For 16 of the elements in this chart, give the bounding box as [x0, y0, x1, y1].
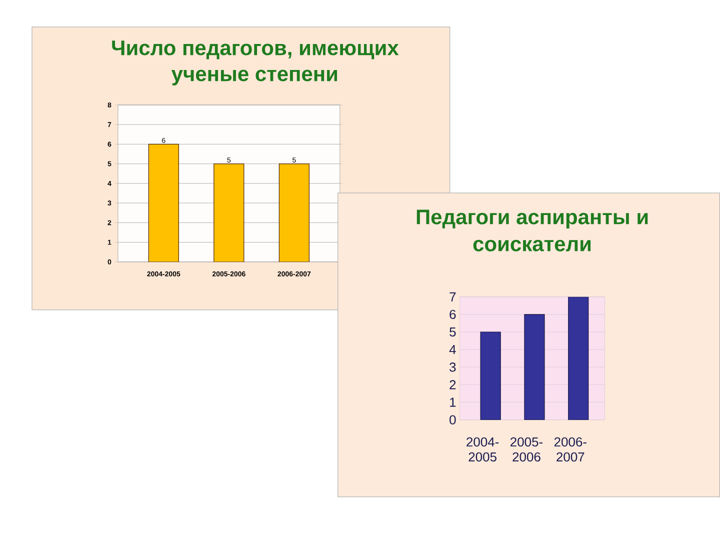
y-tick-label: 6: [450, 310, 456, 320]
y-tick-label: 5: [450, 328, 456, 337]
x-tick-label: 2004-2005: [466, 437, 499, 462]
bar: [568, 296, 589, 420]
y-tick-label: 3: [450, 362, 456, 372]
bar: [480, 332, 501, 420]
y-tick-label: 2: [450, 380, 456, 390]
y-tick-label: 7: [450, 292, 456, 302]
y-tick-label: 0: [450, 415, 456, 425]
bar: [524, 314, 545, 420]
x-tick-label: 2005-2006: [510, 437, 543, 462]
y-tick-label: 1: [450, 398, 456, 407]
chart-title: Педагоги аспиранты и соискатели: [416, 210, 648, 252]
chart-title: Число педагогов, имеющих ученые степени: [112, 40, 399, 86]
y-tick-label: 4: [449, 345, 456, 354]
x-tick-label: 2006-2007: [554, 437, 586, 462]
